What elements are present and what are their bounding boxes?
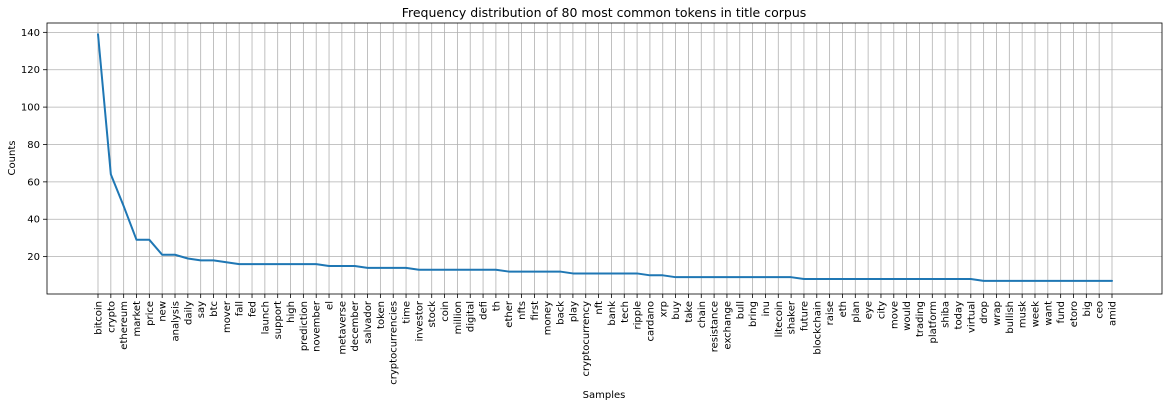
- y-tick-label: 20: [27, 252, 40, 263]
- x-tick-label: btc: [209, 301, 220, 317]
- x-tick-label: would: [902, 301, 913, 331]
- x-tick-label: amid: [1108, 301, 1119, 326]
- x-axis-label: Samples: [583, 390, 626, 401]
- x-tick-label: wrap: [992, 301, 1003, 326]
- x-tick-label: first: [530, 301, 541, 321]
- x-tick-label: market: [132, 301, 143, 337]
- x-tick-label: nft: [594, 301, 605, 315]
- y-tick-label: 40: [27, 215, 40, 226]
- x-tick-label: token: [376, 301, 387, 329]
- chart-title: Frequency distribution of 80 most common…: [402, 5, 807, 20]
- x-tick-label: cryptocurrency: [581, 301, 592, 377]
- x-tick-label: prediction: [299, 301, 310, 351]
- x-tick-label: mover: [222, 300, 233, 333]
- x-tick-label: stock: [427, 301, 438, 328]
- x-tick-label: city: [876, 301, 887, 319]
- series-line: [97, 33, 1113, 282]
- x-tick-label: fund: [1056, 301, 1067, 324]
- x-tick-label: ripple: [633, 301, 644, 330]
- y-tick-labels: 20 40 60 80 100 120 140: [21, 28, 47, 263]
- x-tick-label: blockchain: [812, 301, 823, 355]
- x-tick-label: future: [799, 301, 810, 331]
- x-tick-label: bitcoin: [94, 301, 105, 335]
- x-tick-label: trading: [915, 301, 926, 337]
- x-tick-labels: bitcoin crypto ethereum market price new analy…: [94, 294, 1119, 385]
- x-tick-label: fed: [248, 301, 259, 317]
- x-tick-label: fall: [235, 301, 246, 316]
- y-tick-label: 140: [21, 28, 40, 39]
- x-tick-label: take: [684, 301, 695, 323]
- x-tick-label: time: [402, 301, 413, 324]
- x-tick-label: tech: [620, 301, 631, 323]
- x-tick-label: salvador: [363, 300, 374, 344]
- grid: [47, 23, 1162, 294]
- x-tick-label: buy: [671, 301, 682, 320]
- x-tick-label: play: [568, 301, 579, 322]
- y-tick-label: 80: [27, 140, 40, 151]
- y-tick-label: 60: [27, 177, 40, 188]
- x-tick-label: th: [491, 301, 502, 311]
- x-tick-label: bank: [607, 301, 618, 326]
- x-tick-label: exchange: [722, 301, 733, 350]
- x-tick-label: daily: [183, 301, 194, 325]
- x-tick-label: ceo: [1095, 301, 1106, 319]
- x-tick-label: investor: [414, 300, 425, 341]
- x-tick-label: nfts: [517, 301, 528, 320]
- x-tick-label: say: [196, 301, 207, 318]
- x-tick-label: ethereum: [119, 301, 130, 350]
- x-tick-label: high: [286, 301, 297, 323]
- x-tick-label: week: [1030, 301, 1041, 327]
- x-tick-label: want: [1043, 301, 1054, 326]
- x-tick-label: cryptocurrencies: [389, 301, 400, 385]
- x-tick-label: shaker: [787, 300, 798, 334]
- x-tick-label: musk: [1018, 301, 1029, 328]
- y-tick-label: 120: [21, 65, 40, 76]
- x-tick-label: eth: [838, 301, 849, 317]
- plot-frame: [46, 22, 1163, 295]
- x-tick-label: million: [453, 301, 464, 334]
- x-tick-label: chain: [697, 301, 708, 328]
- x-tick-label: el: [325, 301, 336, 310]
- x-tick-label: eye: [864, 301, 875, 319]
- x-tick-label: defi: [479, 301, 490, 320]
- x-tick-label: raise: [825, 301, 836, 325]
- x-tick-label: move: [889, 301, 900, 329]
- x-tick-label: xrp: [658, 301, 669, 317]
- y-tick-label: 100: [21, 103, 40, 114]
- x-tick-label: today: [953, 301, 964, 330]
- x-tick-label: new: [158, 301, 169, 322]
- x-tick-label: inu: [761, 301, 772, 316]
- x-tick-label: ether: [504, 300, 515, 328]
- x-tick-label: platform: [928, 301, 939, 344]
- x-tick-label: crypto: [106, 301, 117, 333]
- x-tick-label: launch: [260, 301, 271, 334]
- x-tick-label: bring: [748, 301, 759, 327]
- x-tick-label: resistance: [710, 301, 721, 352]
- x-tick-label: price: [145, 301, 156, 326]
- x-tick-label: etoro: [1069, 301, 1080, 327]
- x-tick-label: litecoin: [774, 301, 785, 337]
- x-tick-label: support: [273, 301, 284, 339]
- x-tick-label: money: [543, 301, 554, 335]
- axes: [46, 22, 1163, 295]
- x-tick-label: december: [350, 300, 361, 351]
- x-tick-label: virtual: [966, 301, 977, 333]
- x-tick-label: shiba: [941, 301, 952, 328]
- x-tick-label: plan: [851, 301, 862, 323]
- x-tick-label: bull: [735, 301, 746, 319]
- x-tick-label: analysis: [171, 301, 182, 342]
- x-tick-label: metaverse: [337, 301, 348, 355]
- x-tick-label: big: [1082, 301, 1093, 316]
- x-tick-label: drop: [979, 301, 990, 324]
- x-tick-label: back: [556, 301, 567, 325]
- y-axis-label: Counts: [7, 141, 18, 176]
- x-tick-label: cardano: [645, 301, 656, 342]
- x-tick-label: november: [312, 300, 323, 352]
- x-tick-label: bullish: [1005, 301, 1016, 334]
- x-tick-label: digital: [466, 301, 477, 332]
- x-tick-label: coin: [440, 301, 451, 322]
- series: [97, 33, 1113, 282]
